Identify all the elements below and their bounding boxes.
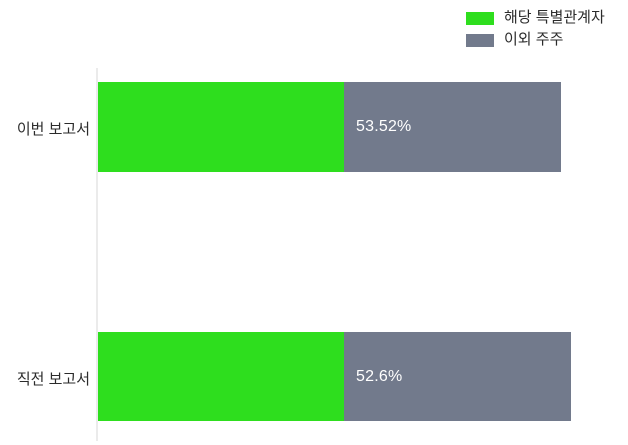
y-axis-tick-0: 이번 보고서 [0, 118, 90, 138]
bar-segment-special-related-1[interactable] [98, 332, 344, 421]
y-axis-label-current-report: 이번 보고서 [16, 121, 90, 138]
legend-label-special-related: 해당 특별관계자 [504, 9, 605, 26]
legend-label-other-shareholders: 이외 주주 [504, 31, 564, 48]
bar-row-current-report[interactable]: 53.52% [98, 82, 561, 172]
bar-segment-special-related-0[interactable] [98, 82, 344, 172]
bar-value-other-shareholders-0: 53.52% [356, 118, 412, 135]
legend-item-special-related[interactable]: 해당 특별관계자 [466, 10, 605, 26]
y-axis-line [96, 68, 98, 441]
legend-swatch-green-icon [466, 11, 494, 25]
bar-value-other-shareholders-1: 52.6% [356, 367, 403, 385]
y-axis-tick-1: 직전 보고서 [0, 368, 90, 388]
legend-item-other-shareholders[interactable]: 이외 주주 [466, 32, 605, 48]
chart-legend: 해당 특별관계자 이외 주주 [466, 10, 605, 48]
y-axis-label-previous-report: 직전 보고서 [16, 371, 90, 388]
bar-segment-other-shareholders-1[interactable]: 52.6% [344, 332, 571, 421]
bar-segment-other-shareholders-0[interactable]: 53.52% [344, 82, 561, 172]
bar-row-previous-report[interactable]: 52.6% [98, 332, 571, 421]
legend-swatch-gray-icon [466, 33, 494, 47]
